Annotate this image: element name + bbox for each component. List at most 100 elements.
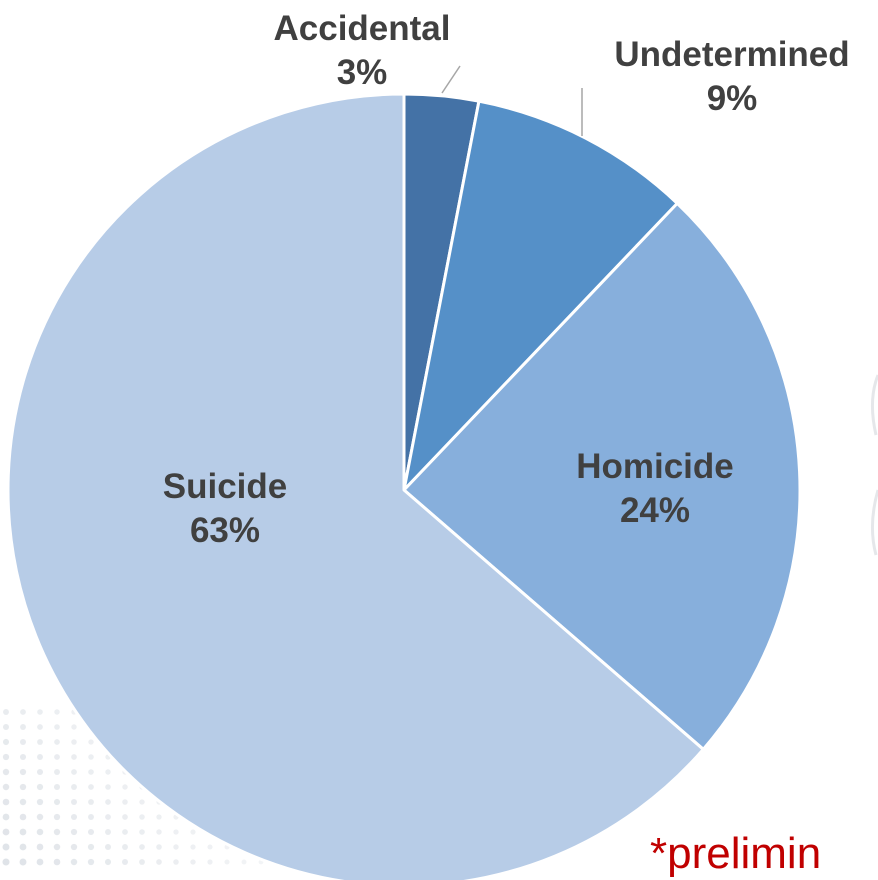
dot-decoration [2, 813, 10, 821]
dot-decoration [2, 783, 10, 791]
slice-labels: Accidental 3% Undetermined 9% Homicide 24% Sui… [163, 9, 850, 550]
dot-decoration [2, 723, 10, 731]
dot-decoration [36, 813, 44, 821]
dot-decoration [190, 859, 196, 865]
dot-decoration [19, 828, 27, 836]
dot-decoration [139, 844, 145, 850]
dot-decoration [70, 828, 78, 836]
dot-decoration [53, 783, 61, 791]
dot-decoration [2, 798, 10, 806]
slice-label-name: Accidental [274, 9, 451, 48]
dot-decoration [19, 843, 27, 851]
slice-label-value: 63% [190, 511, 260, 550]
slice-label-undetermined: Undetermined 9% [614, 35, 849, 118]
dot-decoration [122, 799, 128, 805]
dot-decoration [2, 843, 10, 851]
slice-label-name: Undetermined [614, 35, 849, 74]
dot-decoration [88, 769, 94, 775]
dot-decoration [88, 784, 94, 790]
dot-decoration [139, 859, 145, 865]
dot-decoration [87, 858, 95, 866]
dot-decoration [54, 769, 60, 775]
dot-decoration [122, 784, 128, 790]
dot-decoration [54, 709, 60, 715]
preliminary-note: *prelimin [650, 829, 821, 878]
dot-decoration [2, 858, 10, 866]
dot-decoration [2, 828, 10, 836]
dot-decoration [3, 709, 9, 715]
dot-decoration [104, 858, 112, 866]
dot-decoration [20, 739, 26, 745]
slice-label-value: 24% [620, 491, 690, 530]
dot-decoration [207, 859, 213, 865]
slice-label-name: Homicide [576, 447, 734, 486]
slice-label-homicide: Homicide 24% [576, 447, 734, 530]
dot-decoration [122, 859, 128, 865]
dot-decoration [139, 814, 145, 820]
dot-decoration [88, 799, 94, 805]
dot-decoration [105, 769, 111, 775]
dot-decoration [53, 843, 61, 851]
dot-decoration [156, 814, 162, 820]
dot-decoration [36, 858, 44, 866]
dot-decoration [70, 843, 78, 851]
dot-decoration [37, 724, 43, 730]
dot-decoration [88, 739, 94, 745]
dot-decoration [37, 739, 43, 745]
dot-decoration [54, 739, 60, 745]
dot-decoration [105, 829, 111, 835]
dot-decoration [156, 859, 162, 865]
dot-decoration [20, 709, 26, 715]
dot-decoration [19, 753, 27, 761]
dot-decoration [19, 768, 27, 776]
dot-decoration [87, 843, 95, 851]
dot-decoration [190, 829, 196, 835]
dot-decoration [139, 829, 145, 835]
dot-decoration [37, 709, 43, 715]
dot-decoration [36, 828, 44, 836]
dot-decoration [122, 829, 128, 835]
dot-pattern-decoration [2, 709, 281, 866]
slice-undetermined [402, 99, 679, 492]
dot-decoration [36, 768, 44, 776]
dot-decoration [139, 799, 145, 805]
dot-decoration [53, 798, 61, 806]
dot-decoration [20, 724, 26, 730]
slice-label-value: 9% [707, 79, 758, 118]
slice-label-accidental: Accidental 3% [274, 9, 451, 92]
dot-decoration [105, 799, 111, 805]
background-decoration [2, 374, 878, 866]
dot-decoration [71, 784, 77, 790]
dot-decoration [71, 769, 77, 775]
dot-decoration [87, 828, 95, 836]
dot-decoration [36, 783, 44, 791]
dot-decoration [19, 783, 27, 791]
dot-decoration [224, 859, 230, 865]
slice-suicide [6, 92, 705, 880]
leader-lines [441, 65, 583, 136]
dot-decoration [54, 724, 60, 730]
dot-decoration [2, 753, 10, 761]
dot-decoration [156, 829, 162, 835]
dot-decoration [19, 813, 27, 821]
dot-decoration [71, 724, 77, 730]
dot-decoration [156, 844, 162, 850]
dot-decoration [88, 814, 94, 820]
dot-decoration [122, 844, 128, 850]
right-edge-arc-decoration [870, 374, 878, 556]
leader-line-accidental [441, 65, 461, 94]
dot-decoration [173, 844, 179, 850]
dot-decoration [37, 754, 43, 760]
dot-decoration [71, 754, 77, 760]
slice-label-suicide: Suicide 63% [163, 467, 287, 550]
dot-decoration [173, 829, 179, 835]
dot-decoration [88, 754, 94, 760]
dot-decoration [2, 738, 10, 746]
pie-slices [6, 92, 802, 880]
dot-decoration [70, 858, 78, 866]
dot-decoration [241, 859, 247, 865]
dot-decoration [190, 844, 196, 850]
dot-decoration [54, 754, 60, 760]
slice-homicide [402, 201, 802, 751]
dot-decoration [2, 768, 10, 776]
